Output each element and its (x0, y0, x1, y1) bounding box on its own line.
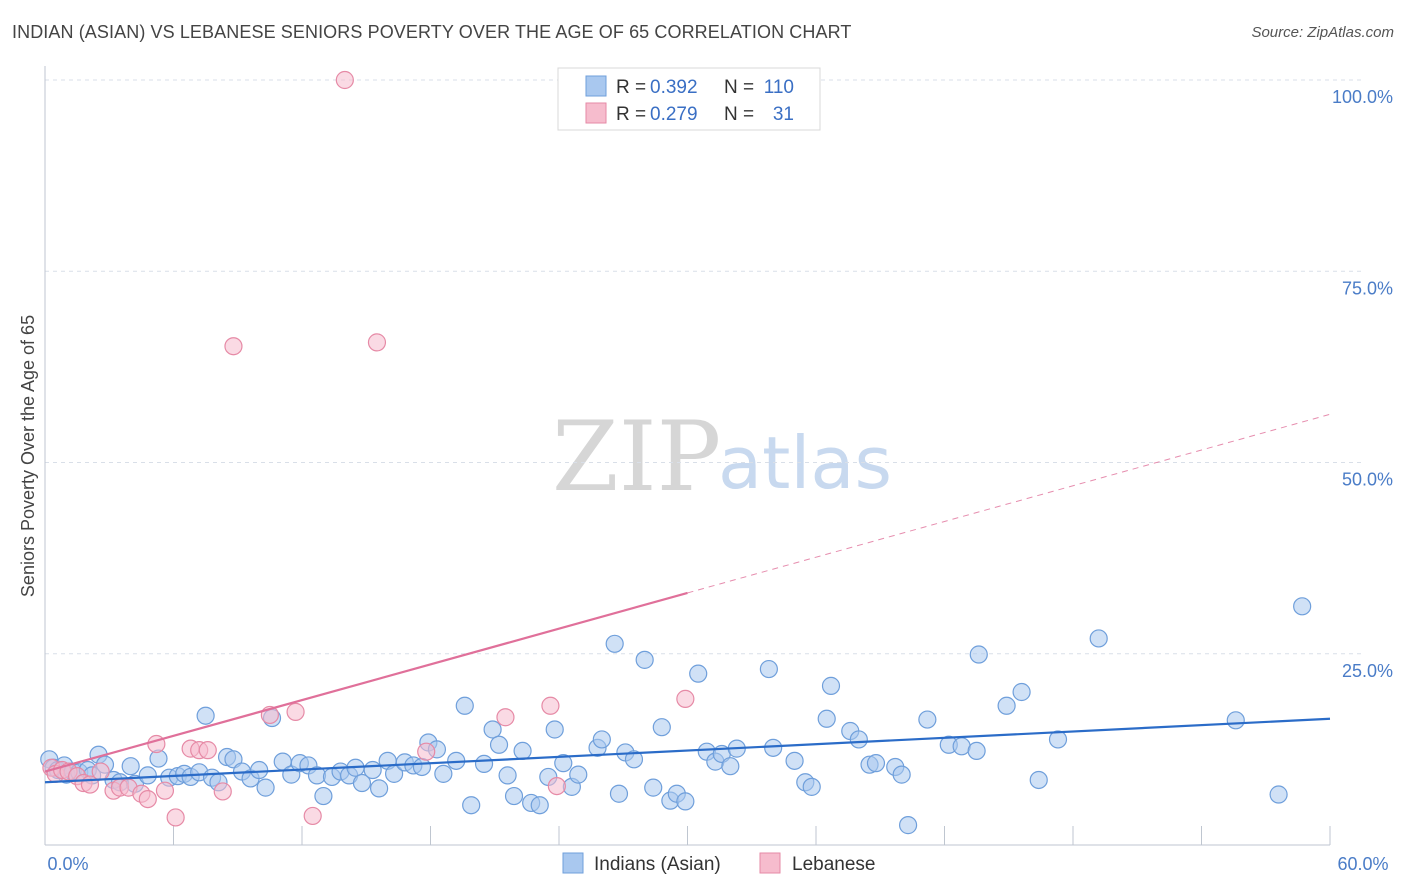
indians-asian-point-44 (371, 780, 388, 797)
indians-asian-point-43 (364, 762, 381, 779)
indians-asian-point-87 (760, 661, 777, 678)
indians-asian-point-22 (197, 707, 214, 724)
lebanese-point-18 (199, 742, 216, 759)
lebanese-point-14 (156, 782, 173, 799)
indians-asian-point-55 (463, 797, 480, 814)
x-tick-label-min: 0.0% (47, 854, 88, 874)
indians-asian-point-88 (765, 739, 782, 756)
legend-swatch-lebanese (760, 853, 780, 873)
lebanese-point-7 (92, 763, 109, 780)
trend-line-indians-asian (45, 719, 1330, 782)
indians-asian-point-80 (677, 793, 694, 810)
y-tick-label-100: 100.0% (1332, 87, 1393, 107)
y-tick-label-25: 25.0% (1342, 661, 1393, 681)
indians-asian-point-107 (1013, 684, 1030, 701)
x-tick-label-max: 60.0% (1337, 854, 1388, 874)
indians-asian-point-71 (606, 635, 623, 652)
indians-asian-point-95 (850, 731, 867, 748)
indians-asian-point-110 (1090, 630, 1107, 647)
indians-asian-point-56 (476, 755, 493, 772)
stats-r-label-pink: R = (616, 104, 646, 125)
indians-asian-point-91 (803, 778, 820, 795)
stats-n-value-pink: 31 (773, 104, 794, 125)
y-tick-labels: 100.0% 75.0% 50.0% 25.0% (1332, 87, 1393, 681)
indians-asian-point-89 (786, 752, 803, 769)
stats-swatch-blue (586, 76, 606, 96)
lebanese-point-26 (418, 743, 435, 760)
stats-r-value-blue: 0.392 (650, 77, 698, 98)
stats-swatch-pink (586, 103, 606, 123)
lebanese-point-15 (167, 809, 184, 826)
stats-n-label-blue: N = (724, 77, 754, 98)
lebanese-point-29 (548, 778, 565, 795)
indians-asian-point-97 (867, 755, 884, 772)
lebanese-point-20 (225, 338, 242, 355)
scatter-chart: ZIP atlas 100.0% 75.0% 50.0% 25.0% 0.0% 60.0… (0, 0, 1406, 892)
indians-asian-point-37 (315, 788, 332, 805)
indians-asian-point-92 (818, 710, 835, 727)
lebanese-point-22 (287, 703, 304, 720)
lebanese-point-23 (304, 807, 321, 824)
stats-n-value-blue: 110 (764, 77, 794, 98)
lebanese-point-19 (214, 783, 231, 800)
indians-asian-point-68 (570, 766, 587, 783)
indians-asian-point-93 (822, 677, 839, 694)
series-indians-asian (41, 598, 1311, 834)
indians-asian-point-113 (1294, 598, 1311, 615)
lebanese-point-25 (368, 334, 385, 351)
indians-asian-point-65 (546, 721, 563, 738)
indians-asian-point-60 (506, 788, 523, 805)
legend-label-lebanese: Lebanese (792, 854, 875, 875)
gridlines (45, 80, 1365, 654)
indians-asian-point-61 (514, 742, 531, 759)
y-tick-label-50: 50.0% (1342, 470, 1393, 490)
stats-n-label-pink: N = (724, 104, 754, 125)
indians-asian-point-15 (139, 767, 156, 784)
stats-r-label-blue: R = (616, 77, 646, 98)
indians-asian-point-52 (435, 765, 452, 782)
y-tick-label-75: 75.0% (1342, 278, 1393, 298)
indians-asian-point-59 (499, 767, 516, 784)
legend-label-indians-asian: Indians (Asian) (594, 854, 721, 875)
indians-asian-point-101 (919, 711, 936, 728)
y-axis-label: Seniors Poverty Over the Age of 65 (18, 315, 38, 597)
indians-asian-point-49 (413, 758, 430, 775)
indians-asian-point-75 (636, 651, 653, 668)
indians-asian-point-81 (690, 665, 707, 682)
watermark: ZIP atlas (552, 401, 892, 513)
indians-asian-point-58 (491, 736, 508, 753)
legend: Indians (Asian) Lebanese (563, 853, 875, 875)
lebanese-point-27 (497, 709, 514, 726)
indians-asian-point-111 (1227, 712, 1244, 729)
watermark-zip: ZIP (552, 401, 721, 513)
indians-asian-point-104 (968, 742, 985, 759)
indians-asian-point-54 (456, 697, 473, 714)
indians-asian-point-57 (484, 721, 501, 738)
indians-asian-point-76 (645, 779, 662, 796)
indians-asian-point-105 (970, 646, 987, 663)
indians-asian-point-63 (531, 797, 548, 814)
indians-asian-point-99 (893, 766, 910, 783)
indians-asian-point-30 (257, 779, 274, 796)
indians-asian-point-13 (122, 758, 139, 775)
stats-box: R = 0.392 N = 110 R = 0.279 N = 31 (558, 68, 820, 130)
indians-asian-point-72 (610, 785, 627, 802)
lebanese-point-12 (139, 791, 156, 808)
legend-swatch-indians-asian (563, 853, 583, 873)
indians-asian-point-77 (653, 719, 670, 736)
indians-asian-point-85 (722, 758, 739, 775)
lebanese-point-28 (542, 697, 559, 714)
indians-asian-point-100 (900, 817, 917, 834)
lebanese-point-24 (336, 72, 353, 89)
indians-asian-point-70 (593, 731, 610, 748)
indians-asian-point-108 (1030, 771, 1047, 788)
lebanese-point-30 (677, 690, 694, 707)
indians-asian-point-112 (1270, 786, 1287, 803)
stats-r-value-pink: 0.279 (650, 104, 698, 125)
indians-asian-point-29 (251, 762, 268, 779)
indians-asian-point-106 (998, 697, 1015, 714)
indians-asian-point-103 (953, 738, 970, 755)
